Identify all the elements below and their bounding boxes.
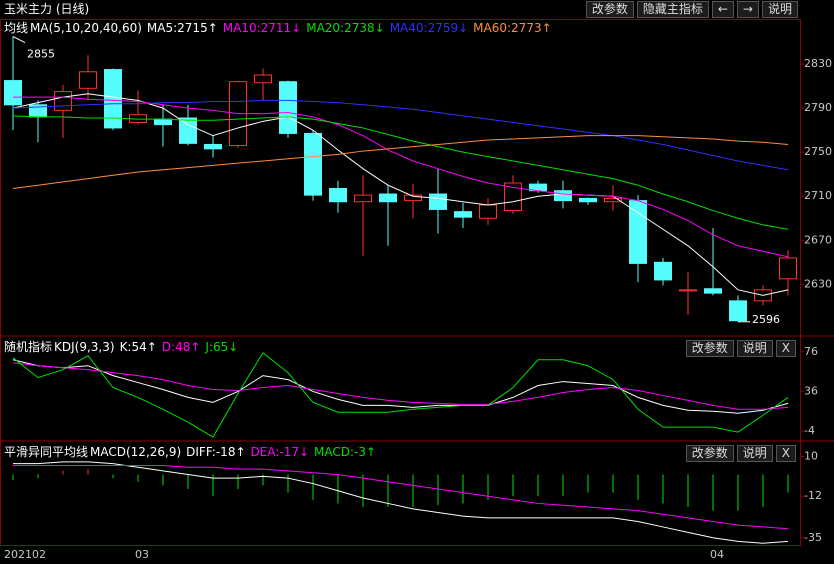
y-tick-label: -4 <box>804 424 815 437</box>
toolbar-button[interactable]: 说明 <box>761 1 798 18</box>
candle-body <box>329 188 347 203</box>
indicator-line <box>12 135 789 190</box>
candle-body <box>679 289 697 292</box>
y-tick-label: 10 <box>804 449 818 462</box>
min-label: 2596 <box>752 313 780 326</box>
indicator-params: KDJ(9,3,3) <box>54 340 115 354</box>
indicator-header: 平滑异同平均线 MACD(12,26,9) DIFF:-18↑ DEA:-17↓ MAC… <box>4 444 381 460</box>
y-tick-label: 2830 <box>804 57 832 70</box>
indicator-header: 均线 MA(5,10,20,40,60) MA5:2715↑ MA10:2711↓ MA… <box>4 20 557 36</box>
legend-entry: DEA:-17↓ <box>250 445 310 459</box>
candle-body <box>604 197 622 203</box>
panel-button[interactable]: 说明 <box>736 340 773 357</box>
panel-button[interactable]: 说明 <box>736 445 773 462</box>
panel-button[interactable]: X <box>775 445 796 462</box>
indicator-params: MACD(12,26,9) <box>90 445 182 459</box>
legend-entry: MA40:2759↓ <box>389 21 469 35</box>
toolbar-button[interactable]: → <box>736 1 759 18</box>
indicator-name: 均线 <box>4 21 29 35</box>
y-tick-label: 2670 <box>804 233 832 246</box>
y-tick-label: -35 <box>804 531 822 544</box>
panel-button[interactable]: X <box>775 340 796 357</box>
indicator-line <box>12 352 789 438</box>
legend-entry: MA60:2773↑ <box>473 21 552 35</box>
indicator-params: MA(5,10,20,40,60) <box>30 21 142 35</box>
candle-body <box>379 193 397 203</box>
candle-body <box>54 91 72 111</box>
candle-body <box>204 143 222 150</box>
indicator-line <box>12 99 789 171</box>
x-tick-label: 03 <box>135 548 149 561</box>
window-title: 玉米主力 (日线) <box>4 2 90 16</box>
legend-entry: J:65↓ <box>205 340 239 354</box>
y-tick-label: 2750 <box>804 145 832 158</box>
panel-button[interactable]: 改参数 <box>685 445 734 462</box>
candle-body <box>4 80 22 106</box>
toolbar-button[interactable]: 隐藏主指标 <box>636 1 709 18</box>
indicator-line <box>13 464 789 530</box>
candle-body <box>729 300 747 322</box>
indicator-line <box>12 362 789 410</box>
candle-body <box>279 81 297 134</box>
indicator-name: 随机指标 <box>4 340 53 354</box>
candle-body <box>779 257 797 280</box>
candle-body <box>429 193 447 210</box>
candle-body <box>454 211 472 218</box>
candle-body <box>404 194 422 202</box>
candle-body <box>579 197 597 203</box>
candle-body <box>654 261 672 281</box>
candle-body <box>254 74 272 84</box>
candle-body <box>554 190 572 202</box>
max-marker <box>12 36 26 43</box>
candle-body <box>354 194 372 203</box>
legend-entry: DIFF:-18↑ <box>186 445 246 459</box>
max-label: 2855 <box>27 48 55 61</box>
legend-entry: MA20:2738↓ <box>306 21 385 35</box>
indicator-line <box>13 461 789 544</box>
y-tick-label: -12 <box>804 489 822 502</box>
indicator-name: 平滑异同平均线 <box>4 445 89 459</box>
legend-entry: MA10:2711↓ <box>222 21 302 35</box>
indicator-header: 随机指标 KDJ(9,3,3) K:54↑ D:48↑ J:65↓ <box>4 339 243 355</box>
plot-frame <box>0 19 801 546</box>
toolbar-button[interactable]: ← <box>711 1 734 18</box>
legend-entry: MACD:-3↑ <box>314 445 377 459</box>
candle-body <box>79 71 97 89</box>
candle-body <box>479 204 497 219</box>
panel-button[interactable]: 改参数 <box>685 340 734 357</box>
y-tick-label: 2630 <box>804 277 832 290</box>
candle-body <box>179 117 197 144</box>
y-tick-label: 2710 <box>804 189 832 202</box>
legend-entry: MA5:2715↑ <box>146 21 218 35</box>
y-tick-label: 36 <box>804 384 818 397</box>
candle-body <box>629 200 647 264</box>
toolbar: 改参数 隐藏主指标 ← → 说明 <box>585 1 798 18</box>
x-tick-label: 202102 <box>4 548 46 561</box>
candle-body <box>704 288 722 294</box>
candle-body <box>154 118 172 126</box>
y-tick-label: 2790 <box>804 101 832 114</box>
legend-entry: D:48↑ <box>161 340 201 354</box>
indicator-line <box>12 359 789 414</box>
x-tick-label: 04 <box>710 548 724 561</box>
panel-buttons: 改参数 说明 X <box>685 340 796 357</box>
panel-buttons: 改参数 说明 X <box>685 445 796 462</box>
candle-body <box>504 182 522 212</box>
y-tick-label: 76 <box>804 345 818 358</box>
legend-entry: K:54↑ <box>119 340 157 354</box>
candle-body <box>104 69 122 129</box>
indicator-line <box>12 115 789 230</box>
candle-body <box>304 132 322 196</box>
toolbar-button[interactable]: 改参数 <box>585 1 634 18</box>
indicator-line <box>13 96 789 258</box>
